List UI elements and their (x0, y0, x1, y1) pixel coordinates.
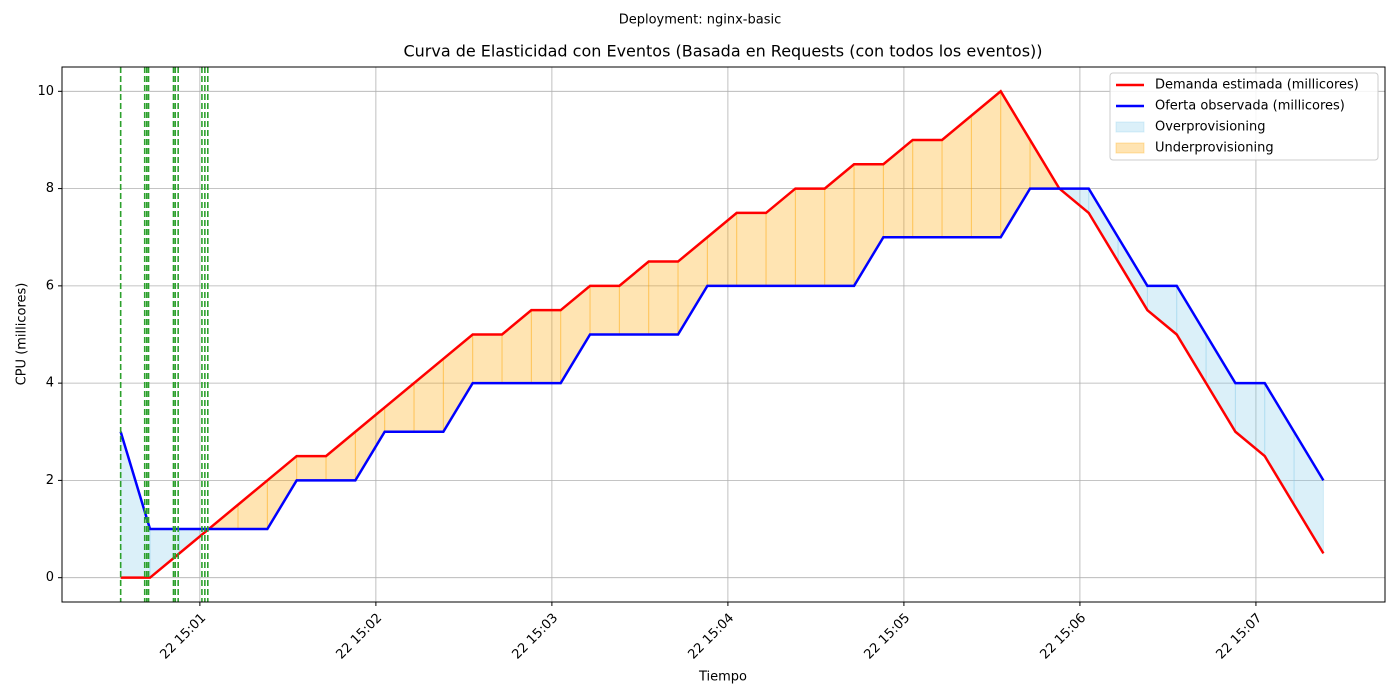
y-axis-label: CPU (millicores) (15, 283, 30, 386)
legend-label: Oferta observada (millicores) (1155, 99, 1345, 114)
legend-label: Demanda estimada (millicores) (1155, 78, 1359, 93)
underprovisioning-area (648, 261, 679, 335)
plot-frame (61, 66, 1386, 603)
legend-box (1109, 72, 1379, 161)
underprovisioning-area (530, 309, 562, 384)
chart-title: Curva de Elasticidad con Eventos (Basada… (403, 42, 1042, 61)
legend: Demanda estimada (millicores) Oferta obse… (1109, 72, 1379, 161)
series-line (119, 187, 1325, 531)
underprovisioning-area (794, 188, 826, 287)
series-line (120, 89, 1325, 579)
underprovisioning-area (736, 212, 767, 287)
underprovisioning-area (296, 455, 327, 481)
suptitle: Deployment: nginx-basic (619, 13, 782, 28)
legend-label: Overprovisioning (1155, 120, 1266, 135)
underprovisioning-area (912, 139, 943, 238)
legend-patch (1115, 142, 1145, 154)
y-tick-label: 10 (37, 84, 54, 99)
legend-patch (1115, 121, 1145, 133)
underprovisioning-area (589, 285, 620, 335)
y-tick-label: 2 (46, 473, 54, 488)
legend-label: Underprovisioning (1155, 141, 1274, 156)
y-tick-label: 4 (46, 376, 54, 391)
x-axis-label: Tiempo (698, 670, 747, 685)
y-tick-label: 6 (46, 278, 54, 293)
underprovisioning-area (472, 334, 503, 384)
y-tick-label: 0 (46, 570, 54, 585)
y-tick-label: 8 (46, 181, 54, 196)
